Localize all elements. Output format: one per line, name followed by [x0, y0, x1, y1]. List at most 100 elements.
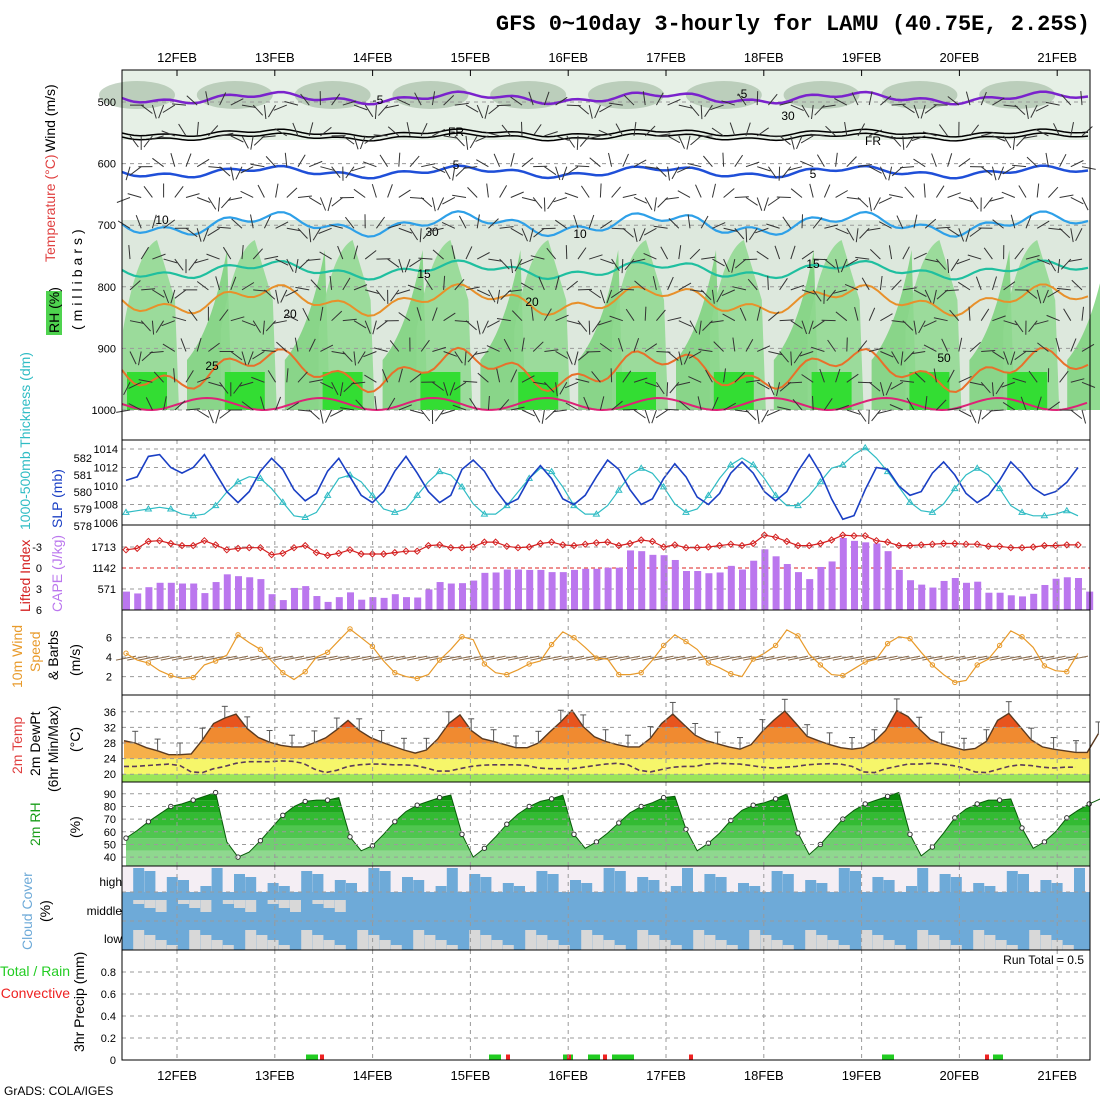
wind-barb [520, 282, 534, 291]
surface-wind-barb [183, 655, 204, 661]
wind-barb [374, 105, 377, 120]
cloud-high-bar [301, 871, 313, 892]
li-tick-label: 6 [36, 605, 42, 617]
wind-barb [378, 104, 388, 116]
wind-barb [1055, 337, 1061, 352]
cloud-low-clear [469, 930, 481, 950]
wind-barb [965, 228, 971, 242]
surface-wind-barb [507, 655, 529, 661]
wind-barb [1012, 377, 1027, 383]
li-point [727, 540, 735, 548]
wind-barb [756, 409, 760, 424]
wind-barb [914, 372, 926, 383]
wind-barb [1080, 91, 1083, 106]
cloud-low-clear [749, 930, 761, 950]
wind-barb [555, 219, 568, 229]
wind-barb [353, 284, 368, 291]
thickness-point [256, 474, 265, 481]
wind-barb [375, 216, 386, 229]
cape-bar [817, 566, 825, 610]
wind-barb [364, 374, 377, 383]
li-point [962, 540, 970, 548]
wind-barb [645, 381, 659, 388]
wind-barb [857, 409, 867, 422]
wind-barb [611, 400, 623, 411]
wind-barb [826, 289, 836, 302]
wind-barb [854, 306, 859, 321]
wind-barb [931, 153, 937, 167]
cloud-high-bar [234, 874, 245, 892]
wind-barb [779, 278, 788, 291]
wind-barb [949, 309, 960, 322]
wind-barb [353, 104, 368, 111]
li-point [637, 536, 645, 544]
wind-barb [671, 166, 680, 180]
cloud-high-bar [682, 868, 693, 892]
precip-panel: 00.20.40.60.8 [101, 949, 1091, 1067]
thickness-point [413, 491, 422, 498]
wind-barb [275, 221, 289, 229]
cloud-mid-clear [312, 900, 324, 904]
wind-barb [510, 96, 523, 106]
wind-barb [745, 409, 757, 421]
wind-speed-point [324, 649, 331, 655]
temp-color-band [124, 710, 1090, 712]
wind-barb [1081, 126, 1093, 137]
slp-line [125, 453, 1079, 521]
wind-barb [418, 257, 433, 260]
top-date-label: 14FEB [353, 50, 393, 65]
wind-barb [140, 104, 153, 114]
wind-barb [918, 320, 926, 334]
rh-point [974, 801, 980, 807]
wind-barb [528, 91, 534, 106]
bottom-date-label: 14FEB [353, 1068, 393, 1083]
thickness-point [771, 491, 780, 498]
cape-bar [123, 591, 130, 610]
bottom-date-label: 20FEB [940, 1068, 980, 1083]
wind-barb [678, 104, 693, 109]
wind-barb [265, 156, 276, 168]
wind-barb [188, 258, 198, 271]
cloud-high-bar [144, 871, 156, 892]
precip-label-b: Convective [1, 985, 70, 1001]
surface-wind-barb [664, 655, 685, 661]
wind-barb [240, 190, 254, 198]
wind-barb [701, 256, 716, 260]
cloud-low-clear [357, 930, 369, 950]
slp-label: SLP (mb) [49, 469, 65, 528]
cloud-low-clear [267, 940, 279, 950]
li-point [1074, 541, 1082, 549]
cape-bar [369, 597, 377, 610]
contour-label: 50 [937, 351, 951, 365]
wind-barb [295, 258, 299, 273]
cloud-high-bar [1074, 868, 1085, 892]
slp-tick-label: 1010 [94, 481, 118, 493]
wind-barb [493, 153, 501, 167]
temp2m-label-b: 2m DewPt [27, 711, 43, 776]
surface-wind-barb [216, 655, 237, 661]
wind-barb [117, 220, 131, 229]
wind-barb [577, 104, 590, 115]
wind-barb [857, 123, 866, 137]
thickness-point [794, 501, 802, 509]
thickness-point [1062, 506, 1071, 514]
wind-barb [977, 409, 982, 424]
bottom-date-axis: 12FEB 13FEB 14FEB 15FEB 16FEB 17FEB 18FEB 19FEB… [157, 1068, 1077, 1083]
cloud-high-bar [704, 874, 716, 892]
wind-barb [231, 218, 243, 229]
wind-barb [767, 166, 777, 179]
wind-barb [721, 100, 735, 106]
cape-bar [716, 572, 724, 610]
pressure-tick-label: 700 [98, 220, 116, 232]
rh-point [1019, 825, 1025, 831]
wind-barb [767, 382, 775, 396]
wind-speed-point [862, 659, 868, 665]
rh-upper-patch [979, 81, 1056, 109]
wind-barb [890, 381, 904, 390]
wind-barb [950, 258, 960, 272]
panel-frame [121, 949, 1091, 1061]
surface-wind-barb [720, 655, 741, 661]
pressure-tick-label: 600 [98, 159, 116, 171]
cloud-low-clear [256, 935, 268, 950]
